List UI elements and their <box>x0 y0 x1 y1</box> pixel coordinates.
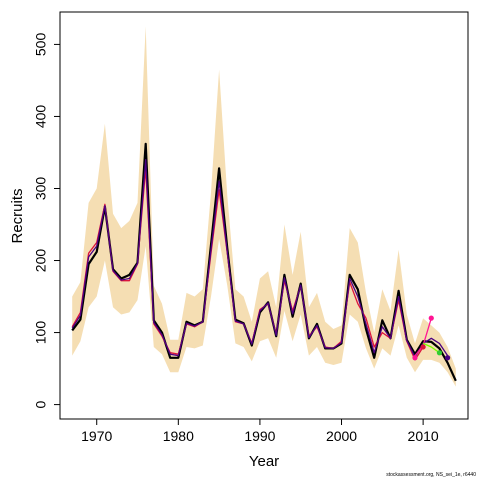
x-tick-label: 1980 <box>163 428 194 444</box>
y-axis: 0 100 200 300 400 500 <box>33 33 61 408</box>
endpoint-markers-layer <box>412 315 451 361</box>
x-axis: 1970 1980 1990 2000 2010 <box>81 418 439 444</box>
endpoint-marker-4 <box>445 355 451 361</box>
endpoint-marker-1 <box>420 344 426 350</box>
x-tick-label: 1970 <box>81 428 112 444</box>
confidence-band <box>72 26 456 387</box>
x-tick-label: 2010 <box>408 428 439 444</box>
series-layer <box>71 142 457 382</box>
y-tick-label: 0 <box>33 400 49 408</box>
y-tick-label: 400 <box>33 105 49 129</box>
endpoint-marker-3 <box>436 350 443 356</box>
series-line-5 <box>422 342 440 354</box>
endpoint-marker-2 <box>428 315 434 321</box>
y-tick-label: 200 <box>33 249 49 273</box>
y-tick-label: 100 <box>33 321 49 345</box>
y-axis-label: Recruits <box>9 188 26 243</box>
credit-text: stockassessment.org, NS_sei_1e, r6440 <box>386 472 476 478</box>
y-tick-label: 300 <box>33 177 49 201</box>
confidence-band-layer <box>72 26 456 387</box>
x-axis-label: Year <box>249 453 279 470</box>
endpoint-marker-5 <box>412 355 418 361</box>
x-tick-label: 1990 <box>244 428 275 444</box>
y-tick-label: 500 <box>33 33 49 57</box>
series-line-3 <box>71 159 449 358</box>
plot-frame <box>59 11 469 420</box>
x-tick-label: 2000 <box>326 428 357 444</box>
